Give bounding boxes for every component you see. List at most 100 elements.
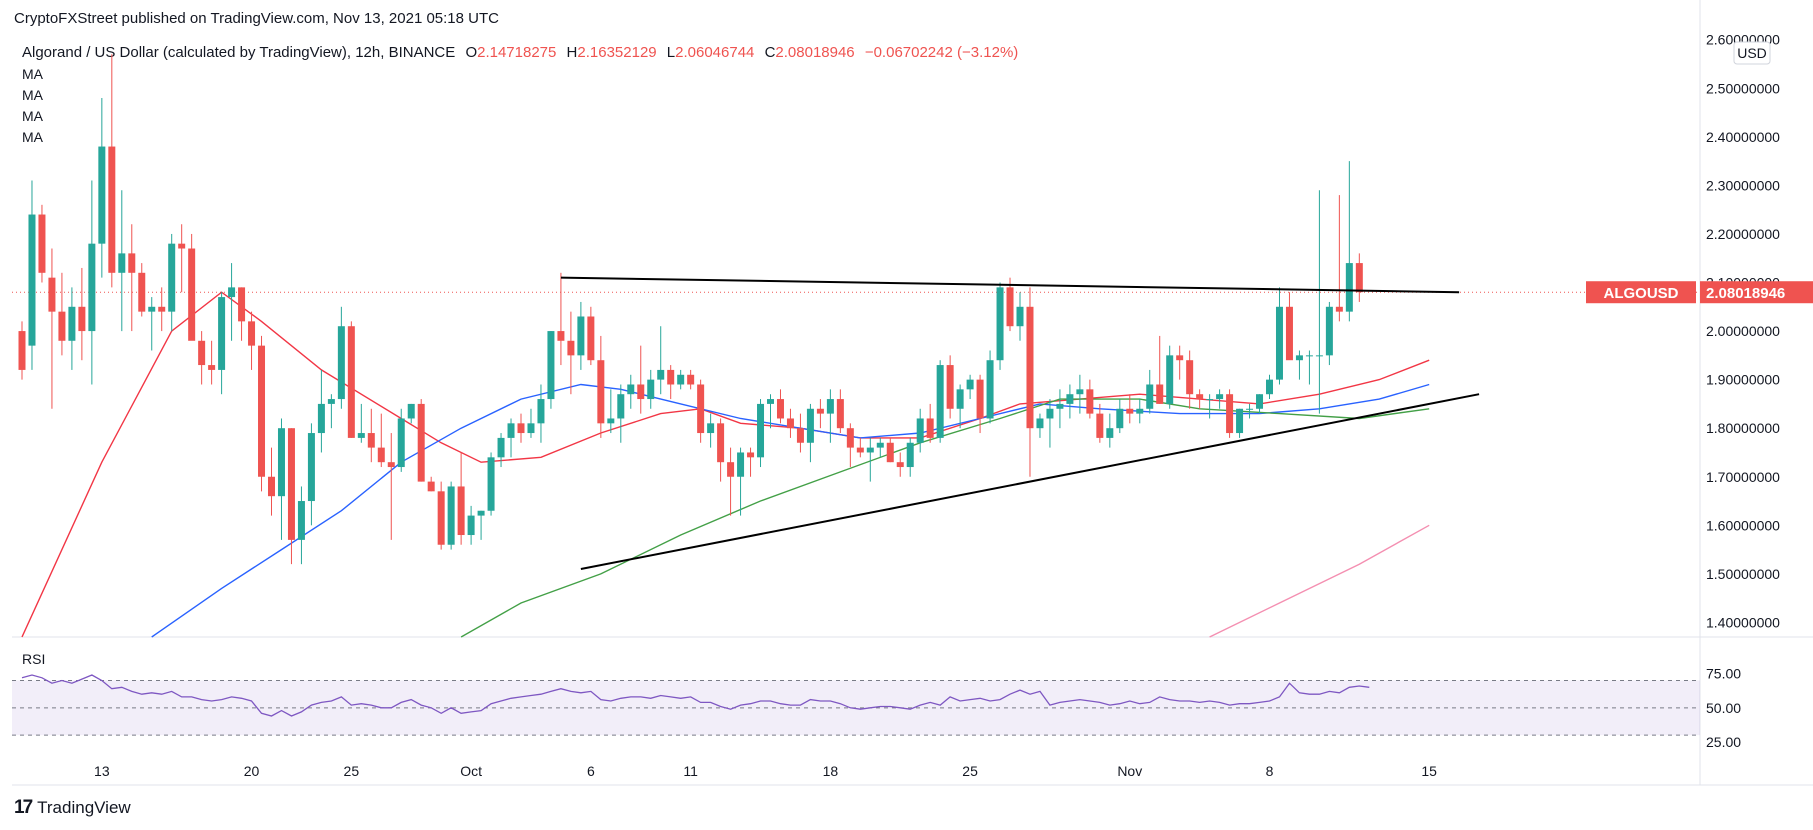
time-tick-label: Oct <box>460 763 482 779</box>
candle-body <box>627 384 635 395</box>
candle <box>1106 413 1114 448</box>
candle-body <box>1246 408 1254 410</box>
price-tick-label: 2.40000000 <box>1706 129 1780 145</box>
candle-body <box>1136 408 1144 414</box>
candle <box>1325 301 1333 366</box>
candle <box>547 331 555 409</box>
candle-body <box>457 486 465 536</box>
candle <box>238 287 246 341</box>
published-header: CryptoFXStreet published on TradingView.… <box>14 10 499 27</box>
candle <box>1196 389 1204 409</box>
candle-body <box>1126 408 1134 414</box>
time-axis[interactable]: 13 20 25 Oct 6 11 18 25 Nov 8 15 <box>94 763 1437 779</box>
candle-body <box>307 433 315 502</box>
ma-indicator-4[interactable]: MA <box>22 129 43 145</box>
candle <box>1136 399 1144 424</box>
candle-body <box>497 437 505 458</box>
candle-body <box>1146 384 1154 409</box>
candle <box>417 399 425 482</box>
candle <box>996 282 1004 370</box>
candle <box>277 418 285 540</box>
candle <box>986 350 994 424</box>
candle <box>68 287 76 370</box>
ma-line-1 <box>21 291 1430 638</box>
time-tick-label: 25 <box>962 763 978 779</box>
candle <box>796 413 804 453</box>
candle-body <box>846 428 854 448</box>
candle-body <box>856 447 864 453</box>
price-tick-label: 2.50000000 <box>1706 80 1780 96</box>
candle-body <box>786 418 794 429</box>
chart-frame <box>12 0 1813 786</box>
candle <box>178 224 186 293</box>
candle <box>407 403 415 424</box>
candle <box>1156 335 1164 404</box>
rsi-pane[interactable]: 75.00 50.00 25.00 <box>12 666 1741 750</box>
candle-body <box>327 399 335 404</box>
candle-body <box>1106 428 1114 438</box>
open-value: 2.14718275 <box>477 44 557 61</box>
candle-body <box>567 340 575 356</box>
time-tick-label: 13 <box>94 763 110 779</box>
currency-label: USD <box>1737 45 1767 61</box>
candle-body <box>1315 355 1323 357</box>
candle-body <box>228 287 236 298</box>
candle-body <box>1325 306 1333 356</box>
candle <box>347 321 355 438</box>
candle <box>956 384 964 429</box>
candle <box>1166 345 1174 409</box>
candle <box>767 394 774 429</box>
candle-body <box>198 340 206 366</box>
candle <box>806 403 814 463</box>
candle-body <box>1176 355 1184 361</box>
candle <box>58 272 66 356</box>
ma-indicator-2[interactable]: MA <box>22 87 43 103</box>
candle <box>367 408 375 463</box>
price-tag-group: ALGOUSD 2.08018946 <box>1586 281 1813 304</box>
price-tick-label: 1.40000000 <box>1706 614 1780 630</box>
candle <box>307 423 315 526</box>
ma-indicator-3[interactable]: MA <box>22 108 43 124</box>
candle <box>1335 195 1343 322</box>
candle <box>1116 399 1124 434</box>
ma-indicator-1[interactable]: MA <box>22 66 43 82</box>
candle <box>397 408 405 472</box>
candle <box>1086 379 1094 419</box>
candle <box>148 297 156 351</box>
candle-body <box>168 243 176 312</box>
candle-body <box>1086 389 1094 414</box>
candle-body <box>1186 360 1194 395</box>
low-value: 2.06046744 <box>675 44 755 61</box>
candle <box>138 263 146 317</box>
candle <box>377 413 385 468</box>
candle <box>617 384 625 443</box>
candle-body <box>387 462 395 468</box>
candle-body <box>876 442 884 448</box>
candle-body <box>826 399 834 414</box>
candle <box>717 418 725 482</box>
candle <box>98 97 106 278</box>
tradingview-logo[interactable]: 17 TradingView <box>14 797 131 819</box>
candle-body <box>647 379 655 400</box>
symbol-legend[interactable]: Algorand / US Dollar (calculated by Trad… <box>22 44 1018 61</box>
price-axis[interactable]: 2.600000002.500000002.400000002.30000000… <box>1706 32 1780 631</box>
candle-body <box>268 476 275 497</box>
candle-body <box>1056 403 1064 409</box>
candle <box>507 418 515 458</box>
candle-body <box>1096 413 1104 438</box>
candle <box>1345 161 1353 322</box>
candle <box>637 345 645 414</box>
candle-body <box>906 442 914 468</box>
candle <box>427 476 435 492</box>
candle <box>447 481 455 550</box>
ma-line-3 <box>460 398 1430 638</box>
candle-body <box>866 447 874 453</box>
candle-body <box>1285 306 1293 361</box>
candle-body <box>936 365 944 438</box>
rsi-tick-label: 50.00 <box>1706 700 1741 716</box>
upper-trendline <box>560 276 1460 294</box>
candle-body <box>767 399 774 404</box>
candle <box>896 452 904 477</box>
candle <box>118 190 126 332</box>
